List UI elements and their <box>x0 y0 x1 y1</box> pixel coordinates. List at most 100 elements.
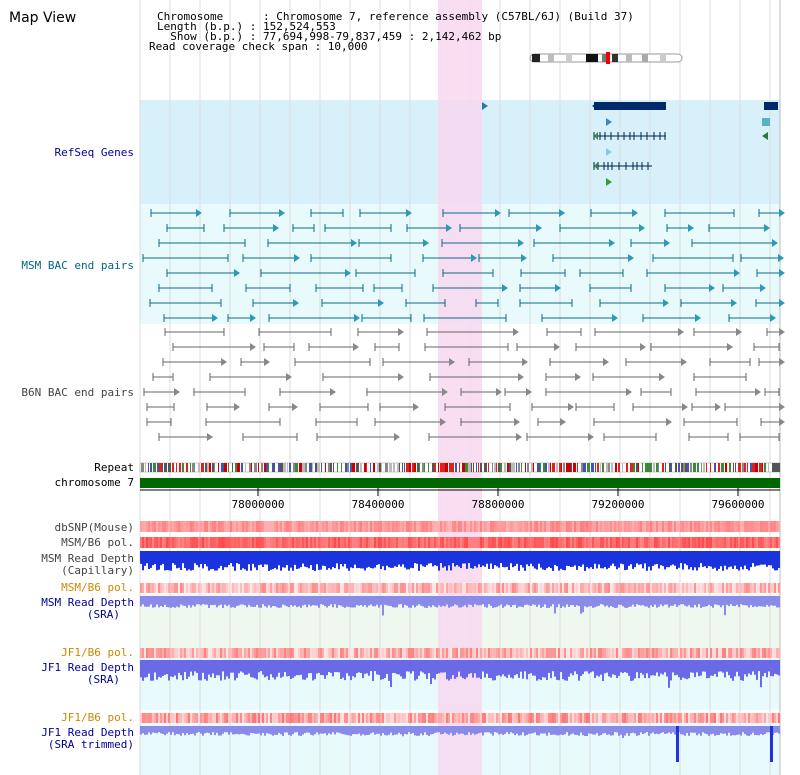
repeat-element <box>703 463 705 472</box>
heat-cell <box>232 648 234 658</box>
heat-cell <box>322 521 324 532</box>
depth-bar <box>450 660 452 679</box>
heat-cell <box>770 537 772 548</box>
track-label-jf1-depth-trim-sub: (SRA trimmed) <box>47 738 134 751</box>
heat-cell <box>202 537 204 548</box>
heat-cell <box>234 537 236 548</box>
depth-bar <box>294 726 296 733</box>
depth-bar <box>492 551 494 569</box>
b6n-bac-features[interactable] <box>143 328 785 441</box>
chromosome-bar[interactable] <box>140 478 780 488</box>
depth-bar <box>704 660 706 672</box>
repeat-track[interactable] <box>139 462 781 473</box>
heat-cell <box>596 713 598 723</box>
heat-cell <box>270 521 272 532</box>
track-label-b6n-bac[interactable]: B6N BAC end pairs <box>21 386 134 399</box>
b6n-bac-end <box>496 388 502 396</box>
msm-bac-end <box>495 209 501 217</box>
heat-cell <box>140 521 142 532</box>
chromosome-ideogram[interactable] <box>529 52 683 64</box>
heat-cell <box>398 521 400 532</box>
depth-bar <box>548 551 550 567</box>
heat-cell <box>618 713 620 723</box>
heat-cell <box>306 648 308 658</box>
depth-bar <box>324 726 326 734</box>
depth-bar <box>244 596 246 606</box>
depth-bar <box>618 660 620 676</box>
track-label-msm-b6-pol-1[interactable]: MSM/B6 pol. <box>61 536 134 549</box>
heat-cell <box>634 713 636 723</box>
repeat-element <box>370 463 371 472</box>
read-depth-tracks[interactable] <box>140 551 780 762</box>
track-label-jf1-b6-pol-2[interactable]: JF1/B6 pol. <box>61 711 134 724</box>
heat-cell <box>422 583 424 593</box>
heat-cell <box>668 648 670 658</box>
depth-bar <box>314 660 316 680</box>
depth-bar <box>564 551 566 571</box>
track-label-jf1-b6-pol-1[interactable]: JF1/B6 pol. <box>61 646 134 659</box>
heat-cell <box>754 713 756 723</box>
depth-bar <box>500 551 502 564</box>
heat-cell <box>588 583 590 593</box>
selected-region-highlight[interactable] <box>438 0 482 775</box>
track-label-jf1-depth-sra[interactable]: JF1 Read Depth <box>41 661 134 674</box>
heat-cell <box>534 583 536 593</box>
track-label-msm-depth-cap[interactable]: MSM Read Depth <box>41 552 134 565</box>
track-label-dbsnp[interactable]: dbSNP(Mouse) <box>54 521 134 534</box>
depth-bar <box>478 726 480 734</box>
track-label-refseq[interactable]: RefSeq Genes <box>54 146 134 159</box>
depth-bar <box>316 551 318 565</box>
track-label-jf1-depth-trim[interactable]: JF1 Read Depth <box>41 726 134 739</box>
heat-cell <box>656 713 658 723</box>
depth-bar <box>614 660 616 676</box>
depth-bar <box>224 551 226 568</box>
heatmap-tracks[interactable] <box>140 521 780 723</box>
depth-bar <box>510 551 512 564</box>
heat-cell <box>218 537 220 548</box>
show-range-info: Show (b.p.) : 77,694,998-79,837,459 : 2,… <box>157 30 502 43</box>
b6n-bac-end <box>292 403 298 411</box>
track-label-msm-depth-sra[interactable]: MSM Read Depth <box>41 596 134 609</box>
depth-bar <box>632 660 634 681</box>
heat-cell <box>512 648 514 658</box>
heat-cell <box>348 583 350 593</box>
msm-bac-features[interactable] <box>142 209 785 322</box>
repeat-element <box>484 463 487 472</box>
heat-cell <box>662 583 664 593</box>
depth-bar <box>212 596 214 606</box>
heat-cell <box>320 537 322 548</box>
depth-bar <box>730 726 732 736</box>
repeat-element <box>287 463 288 472</box>
heat-cell <box>222 648 224 658</box>
track-label-chromosome[interactable]: chromosome 7 <box>54 476 134 489</box>
heat-cell <box>470 521 472 532</box>
heat-cell <box>648 583 650 593</box>
depth-bar <box>246 596 248 608</box>
heat-cell <box>268 583 270 593</box>
heat-cell <box>438 537 440 548</box>
heat-cell <box>382 713 384 723</box>
track-label-repeat[interactable]: Repeat <box>94 461 134 474</box>
depth-bar <box>420 596 422 606</box>
depth-bar <box>340 551 342 565</box>
heat-cell <box>660 648 662 658</box>
repeat-element <box>752 463 755 472</box>
heat-cell <box>602 583 604 593</box>
depth-bar <box>696 660 698 673</box>
depth-bar <box>250 726 252 733</box>
heat-cell <box>738 521 740 532</box>
track-label-msm-bac[interactable]: MSM BAC end pairs <box>21 259 134 272</box>
b6n-bac-end <box>588 433 594 441</box>
gene-feature <box>594 102 666 110</box>
depth-bar <box>602 596 604 605</box>
b6n-bac-end <box>398 373 404 381</box>
heat-cell <box>342 521 344 532</box>
depth-bar <box>538 551 540 564</box>
depth-bar <box>724 596 726 616</box>
depth-bar <box>698 551 700 568</box>
depth-bar <box>362 660 364 679</box>
refseq-genes-features[interactable] <box>482 102 778 186</box>
depth-bar <box>376 726 378 734</box>
track-label-msm-b6-pol-2[interactable]: MSM/B6 pol. <box>61 581 134 594</box>
heat-cell <box>276 537 278 548</box>
